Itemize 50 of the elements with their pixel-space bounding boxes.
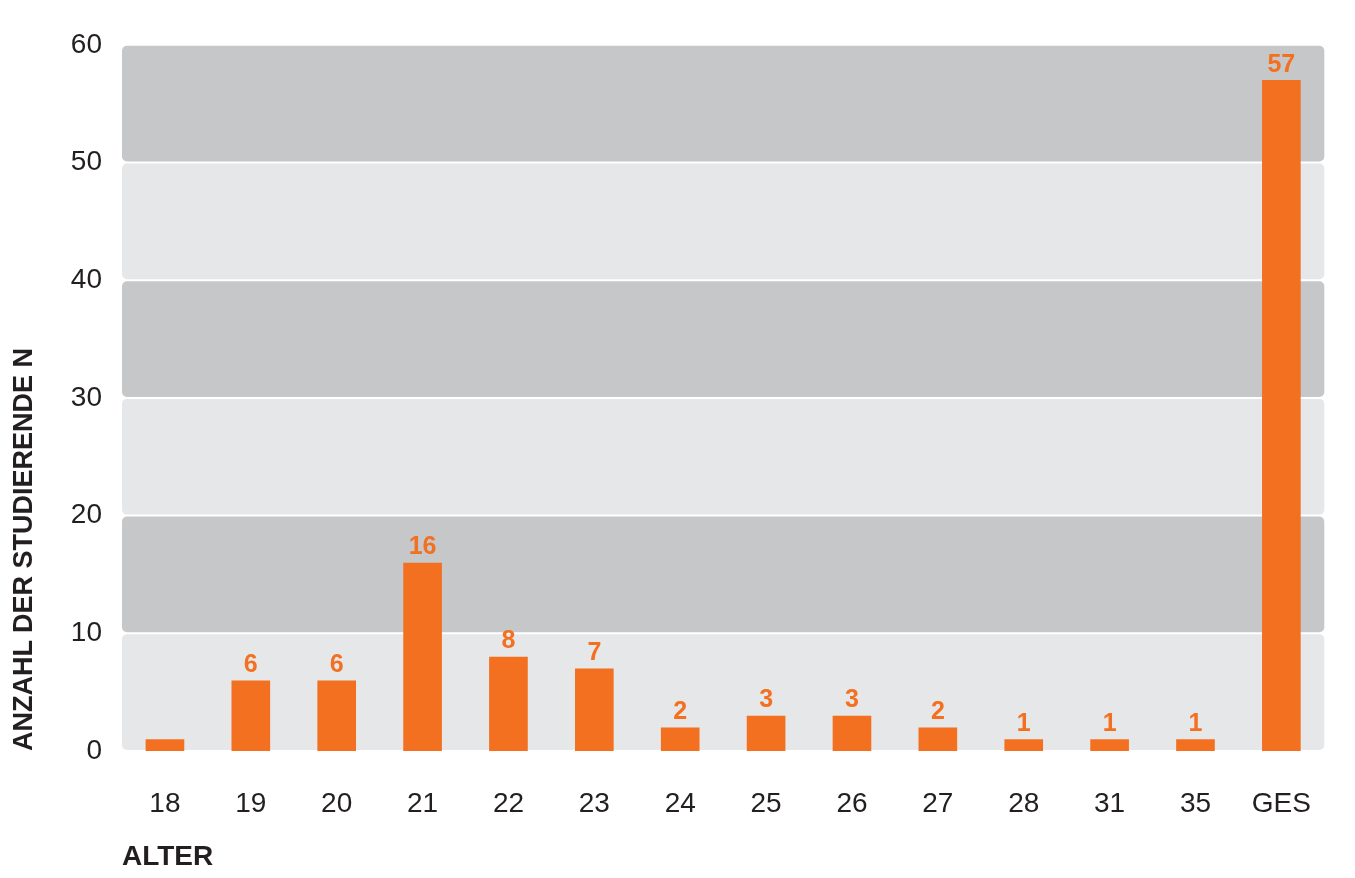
x-tick-label: 25 [750,786,782,818]
data-label: 3 [845,684,859,713]
y-tick-label: 60 [70,27,102,59]
bar [746,715,786,751]
y-tick-label: 20 [70,498,102,530]
bar [145,739,185,751]
x-tick-label: 27 [922,786,954,818]
bar [489,656,528,751]
data-label: 1 [1102,707,1117,736]
bar [575,668,614,751]
x-tick-label: 26 [836,786,868,818]
y-tick-label: 30 [70,380,102,412]
x-tick-label: 28 [1008,786,1040,818]
y-tick-label: 10 [70,616,102,648]
x-tick-label: 22 [492,786,525,818]
data-label: 6 [329,648,344,677]
bar [1176,739,1215,751]
data-label: 7 [587,637,602,665]
bar [1090,739,1129,751]
bar [1262,80,1301,751]
y-tick-label: 0 [86,733,102,765]
x-tick-label: 24 [664,786,696,818]
data-label: 1 [1016,707,1031,736]
data-label: 3 [759,684,774,713]
data-label: 6 [243,648,258,677]
bar [1004,739,1044,751]
x-tick-label: 31 [1094,786,1126,818]
bar [660,727,700,751]
x-tick-label: 21 [407,786,439,818]
x-tick-label: 20 [321,786,353,818]
bar [317,680,357,751]
x-axis-title: ALTER [122,839,214,871]
y-tick-label: 40 [70,262,102,294]
bar [231,680,271,751]
x-tick-label: 19 [235,786,267,818]
data-label: 1 [1188,707,1203,736]
bar [832,715,872,751]
bar [918,727,958,751]
data-label: 57 [1267,48,1296,77]
data-label: 16 [408,531,437,560]
y-tick-label: 50 [70,145,102,177]
y-axis-title: ANZAHL DER STUDIERENDE N [7,347,38,751]
x-tick-label: GES [1251,786,1311,818]
data-label: 2 [930,695,945,724]
x-tick-label: 23 [578,786,610,818]
data-label: 8 [501,625,516,654]
x-tick-label: 18 [149,786,181,818]
x-tick-label: 35 [1179,786,1212,818]
data-label: 2 [673,695,688,724]
bar [403,562,442,751]
